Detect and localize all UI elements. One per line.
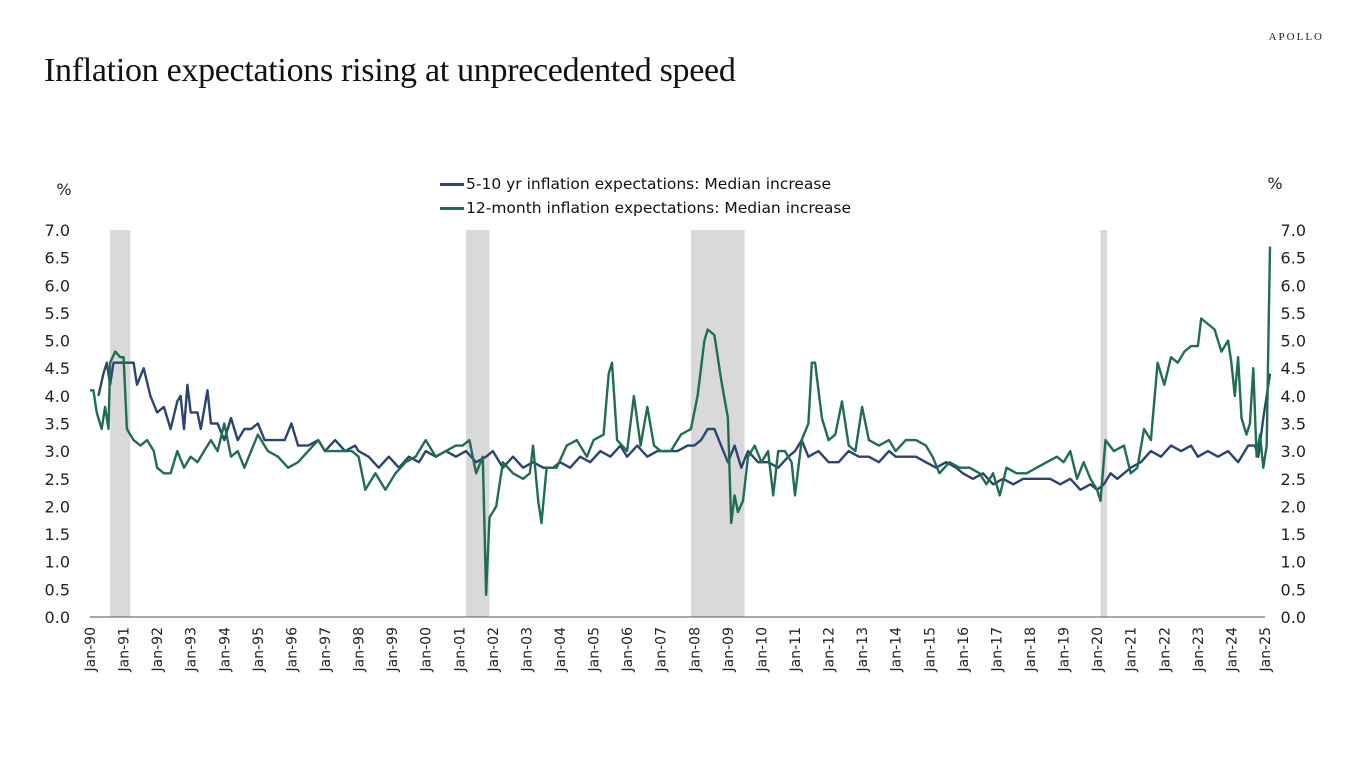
x-tick-label: Jan-03 xyxy=(519,627,535,672)
y-tick-label-right: 2.0 xyxy=(1281,497,1306,516)
page-title: Inflation expectations rising at unprece… xyxy=(44,52,736,89)
y-tick-label-right: 4.5 xyxy=(1281,359,1306,378)
x-tick-label: Jan-16 xyxy=(956,627,972,673)
x-tick-label: Jan-92 xyxy=(150,627,166,672)
y-axis-label-right: % xyxy=(1267,174,1282,193)
x-tick-label: Jan-95 xyxy=(251,627,267,672)
legend-swatch-short-term xyxy=(440,206,464,210)
x-tick-label: Jan-07 xyxy=(654,627,670,672)
chart-legend: 5-10 yr inflation expectations: Median i… xyxy=(440,172,851,220)
legend-swatch-long-term xyxy=(440,182,464,186)
brand-logo: APOLLO xyxy=(1268,31,1324,43)
x-tick-label: Jan-10 xyxy=(754,627,770,672)
series-line-12month xyxy=(90,246,1272,597)
x-tick-label: Jan-15 xyxy=(922,627,938,672)
axes: 0.0 0.0 0.5 0.5 1.0 1.0 1.5 1.5 2.0 2.0 2.5 2.5 3.0 3… xyxy=(45,221,1306,672)
y-tick-label-right: 7.0 xyxy=(1281,221,1306,240)
y-tick-label-left: 1.0 xyxy=(45,553,70,572)
legend-label-long-term: 5-10 yr inflation expectations: Median i… xyxy=(466,175,832,193)
x-tick-label: Jan-22 xyxy=(1157,627,1173,672)
x-tick-label: Jan-11 xyxy=(788,627,804,672)
y-tick-label-right: 1.0 xyxy=(1281,553,1306,572)
x-tick-label: Jan-23 xyxy=(1191,627,1207,672)
y-tick-label-right: 3.5 xyxy=(1281,415,1306,434)
x-tick-label: Jan-14 xyxy=(889,627,905,673)
x-tick-label: Jan-05 xyxy=(587,627,603,672)
x-tick-label: Jan-93 xyxy=(184,627,200,672)
y-tick-label-left: 5.0 xyxy=(45,332,70,351)
x-tick-label: Jan-90 xyxy=(83,627,99,672)
y-tick-label-right: 1.5 xyxy=(1281,525,1306,544)
x-tick-label: Jan-09 xyxy=(721,627,737,672)
recession-band xyxy=(110,230,131,617)
y-tick-label-left: 3.5 xyxy=(45,415,70,434)
x-tick-label: Jan-17 xyxy=(989,627,1005,672)
y-tick-label-right: 4.0 xyxy=(1281,387,1306,406)
y-tick-label-left: 6.0 xyxy=(45,276,70,295)
y-tick-label-left: 2.0 xyxy=(45,497,70,516)
x-tick-label: Jan-21 xyxy=(1124,627,1140,672)
x-tick-label: Jan-04 xyxy=(553,627,569,673)
x-tick-label: Jan-18 xyxy=(1023,627,1039,672)
y-tick-label-left: 0.5 xyxy=(45,580,70,599)
y-tick-label-left: 4.5 xyxy=(45,359,70,378)
x-tick-label: Jan-08 xyxy=(687,627,703,672)
x-tick-label: Jan-25 xyxy=(1258,627,1274,672)
x-tick-label: Jan-00 xyxy=(419,627,435,672)
x-tick-label: Jan-96 xyxy=(284,627,300,673)
x-tick-label: Jan-01 xyxy=(452,627,468,672)
y-tick-label-left: 4.0 xyxy=(45,387,70,406)
series-lines xyxy=(90,246,1272,597)
y-tick-label-left: 6.5 xyxy=(45,249,70,268)
y-tick-label-left: 5.5 xyxy=(45,304,70,323)
x-tick-label: Jan-91 xyxy=(117,627,133,672)
y-tick-label-right: 6.0 xyxy=(1281,276,1306,295)
legend-item-short-term: 12-month inflation expectations: Median … xyxy=(440,196,851,220)
x-tick-label: Jan-19 xyxy=(1057,627,1073,672)
series-line-5-10yr xyxy=(97,361,1272,491)
x-tick-label: Jan-24 xyxy=(1224,627,1240,673)
x-tick-label: Jan-13 xyxy=(855,627,871,672)
x-tick-label: Jan-99 xyxy=(385,627,401,672)
y-axis-label-left: % xyxy=(56,180,71,199)
x-tick-label: Jan-20 xyxy=(1090,627,1106,672)
recession-band xyxy=(690,230,745,617)
recession-bands xyxy=(110,230,1108,617)
y-tick-label-left: 1.5 xyxy=(45,525,70,544)
x-tick-label: Jan-98 xyxy=(352,627,368,672)
y-tick-label-right: 2.5 xyxy=(1281,470,1306,489)
legend-label-short-term: 12-month inflation expectations: Median … xyxy=(466,199,852,217)
y-tick-label-left: 3.0 xyxy=(45,442,70,461)
y-tick-label-right: 0.5 xyxy=(1281,580,1306,599)
y-tick-label-right: 5.0 xyxy=(1281,332,1306,351)
x-tick-label: Jan-97 xyxy=(318,627,334,672)
y-tick-label-right: 3.0 xyxy=(1281,442,1306,461)
x-tick-label: Jan-06 xyxy=(620,627,636,673)
recession-band xyxy=(1100,230,1108,617)
y-tick-label-left: 7.0 xyxy=(45,221,70,240)
y-tick-label-right: 6.5 xyxy=(1281,249,1306,268)
x-tick-label: Jan-94 xyxy=(217,627,233,673)
y-tick-label-left: 2.5 xyxy=(45,470,70,489)
y-tick-label-right: 0.0 xyxy=(1281,608,1306,627)
y-tick-label-left: 0.0 xyxy=(45,608,70,627)
x-tick-label: Jan-02 xyxy=(486,627,502,672)
legend-item-long-term: 5-10 yr inflation expectations: Median i… xyxy=(440,172,851,196)
y-tick-label-right: 5.5 xyxy=(1281,304,1306,323)
x-tick-label: Jan-12 xyxy=(822,627,838,672)
